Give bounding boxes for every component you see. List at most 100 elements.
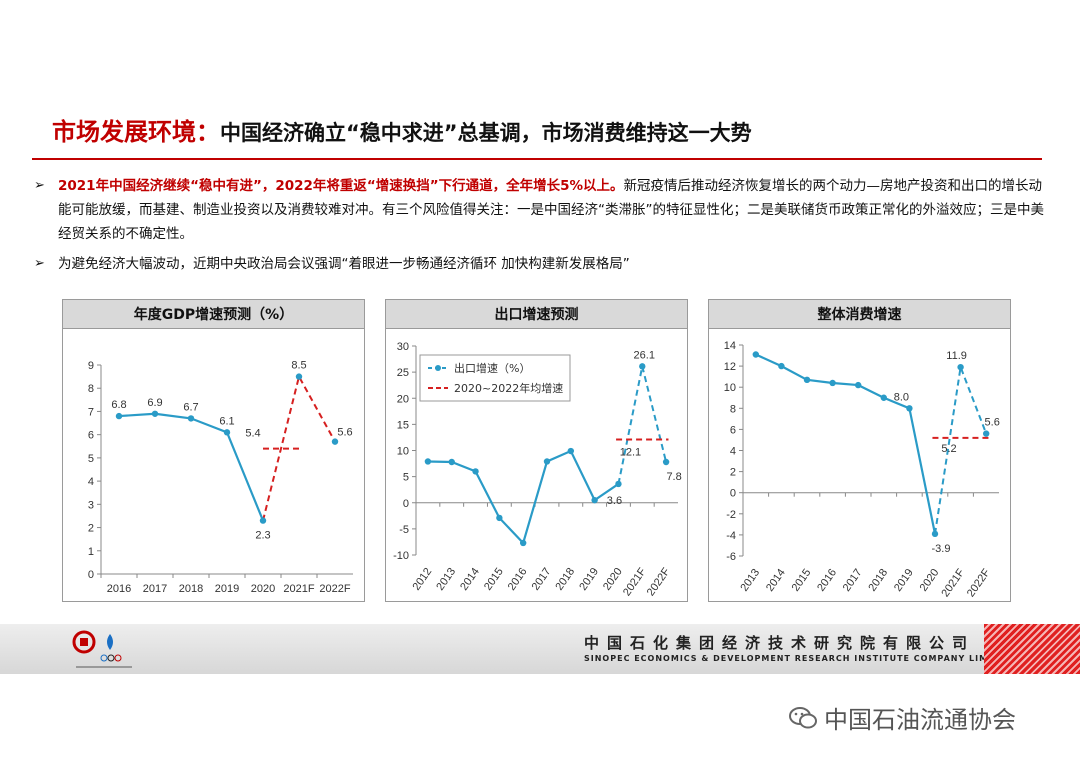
x-tick-label: 2019	[577, 566, 601, 593]
bullet-1-text: 新冠疫情后推动经济恢复增长的两个动力—房地产投资和出口的增长动能可能放缓，而基建…	[58, 178, 1044, 242]
data-point	[880, 394, 887, 401]
x-tick-label: 2016	[815, 567, 839, 594]
data-point	[662, 458, 670, 466]
forecast-line	[617, 366, 668, 485]
data-label: 8.0	[894, 391, 909, 403]
title-main: 中国经济确立“稳中求进”总基调，市场消费维持这一大势	[220, 121, 752, 145]
data-point	[906, 405, 913, 412]
watermark: 中国石油流通协会	[788, 700, 1016, 735]
footer-band	[0, 624, 1080, 674]
data-point	[187, 415, 195, 422]
data-label: 6.9	[147, 397, 162, 409]
average-label: 5.4	[245, 428, 260, 440]
bullet-2-text: 为避免经济大幅波动，近期中央政治局会议强调“着眼进一步畅通经济循环 加快构建新发…	[58, 256, 630, 272]
data-point	[472, 468, 479, 475]
y-tick-label: 4	[88, 476, 94, 488]
data-point	[829, 379, 836, 387]
bullet-1: ➢ 2021年中国经济继续“稳中有进”，2022年将重返“增速换挡”下行通道，全…	[34, 174, 1044, 246]
data-point	[519, 539, 527, 547]
data-point	[496, 514, 503, 522]
data-label: 26.1	[634, 349, 655, 361]
title-prefix: 市场发展环境：	[52, 118, 220, 146]
x-tick-label: 2018	[866, 567, 890, 594]
x-tick-label: 2018	[179, 583, 203, 595]
x-tick-label: 2016	[506, 566, 530, 593]
data-label: 5.6	[337, 427, 352, 439]
watermark-text: 中国石油流通协会	[824, 706, 1016, 734]
data-label: 6.8	[111, 399, 126, 411]
data-point	[115, 412, 123, 420]
x-tick-label: 2015	[790, 567, 814, 594]
x-tick-label: 2012	[410, 566, 434, 593]
consumption-chart-panel: 整体消费增速 -6 -4 -2 0 2 4 6 8 10 12 14 2013 2014 2015 2016…	[708, 299, 1011, 602]
x-tick-label: 2022F	[645, 566, 673, 599]
y-tick-label: 10	[724, 382, 736, 394]
data-label: 6.7	[183, 401, 198, 413]
footer-company-en: SINOPEC ECONOMICS & DEVELOPMENT RESEARCH…	[584, 654, 1013, 663]
data-point	[424, 458, 432, 465]
series-line	[755, 353, 937, 535]
sinopec-logo-icon	[72, 630, 132, 668]
bullet-list: ➢ 2021年中国经济继续“稳中有进”，2022年将重返“增速换挡”下行通道，全…	[34, 174, 1044, 282]
gdp-chart-panel: 年度GDP增速预测（%） 0 1 2 3 4 5 6 7 8 9 2016 2017 2018 2019 2…	[62, 299, 365, 602]
legend-average-label: 2020~2022年均增速	[454, 381, 563, 395]
bullet-1-highlight: 2021年中国经济继续“稳中有进”，2022年将重返“增速换挡”下行通道，全年增…	[58, 178, 624, 194]
x-tick-label: 2022F	[319, 583, 350, 595]
legend: 出口增速（%） 2020~2022年均增速	[419, 354, 571, 402]
y-tick-label: 2	[88, 523, 94, 535]
y-tick-label: 12	[724, 361, 736, 373]
legend-series-label: 出口增速（%）	[454, 361, 530, 375]
x-tick-label: 2021F	[283, 583, 314, 595]
y-tick-label: -10	[393, 550, 409, 562]
x-tick-label: 2017	[530, 566, 554, 593]
data-label: 2.3	[255, 530, 270, 542]
x-tick-label: 2015	[482, 566, 506, 593]
x-tick-label: 2017	[143, 583, 167, 595]
export-chart-title: 出口增速预测	[386, 300, 687, 329]
data-label: 3.6	[607, 495, 622, 507]
average-label: 5.2	[941, 443, 956, 455]
bullet-2: ➢ 为避免经济大幅波动，近期中央政治局会议强调“着眼进一步畅通经济循环 加快构建…	[34, 252, 1044, 276]
data-point	[778, 362, 785, 370]
data-point	[855, 381, 862, 389]
x-tick-label: 2022F	[965, 567, 993, 600]
y-tick-label: -5	[399, 524, 409, 536]
x-tick-label: 2021F	[621, 566, 649, 599]
data-point	[639, 363, 646, 370]
average-label: 12.1	[620, 447, 641, 459]
y-tick-label: 25	[397, 367, 409, 379]
data-point	[803, 376, 811, 384]
data-point	[223, 429, 231, 436]
data-point	[259, 517, 267, 524]
data-point	[567, 447, 575, 455]
y-tick-label: 6	[730, 424, 736, 436]
data-label: -3.9	[932, 543, 951, 555]
y-tick-label: 1	[88, 546, 94, 558]
data-point	[591, 496, 598, 504]
y-tick-label: 8	[730, 403, 736, 415]
legend-series-marker	[435, 365, 441, 371]
y-tick-label: 10	[397, 446, 409, 458]
x-tick-label: 2014	[764, 567, 788, 594]
export-chart-panel: 出口增速预测 -10 -5 0 5 10 15 20 25 30 2012 2013 2014 2015…	[385, 299, 688, 602]
y-tick-label: 5	[403, 472, 409, 484]
y-tick-label: 9	[88, 360, 94, 372]
data-point	[543, 458, 551, 465]
y-tick-label: 2	[730, 467, 736, 479]
y-tick-label: 6	[88, 430, 94, 442]
y-tick-label: 30	[397, 341, 409, 353]
data-label: 8.5	[291, 360, 306, 372]
consumption-chart-title: 整体消费增速	[709, 300, 1010, 329]
x-tick-label: 2014	[458, 566, 482, 593]
arrow-bullet-icon: ➢	[34, 178, 45, 193]
data-point	[295, 373, 303, 380]
y-tick-label: -6	[726, 551, 736, 563]
x-tick-label: 2019	[892, 567, 916, 594]
y-tick-label: 3	[88, 499, 94, 511]
data-label: 6.1	[219, 415, 234, 427]
x-tick-label: 2020	[601, 566, 625, 593]
y-tick-label: -2	[726, 509, 736, 521]
y-tick-label: 14	[724, 340, 736, 352]
data-point	[615, 480, 622, 488]
